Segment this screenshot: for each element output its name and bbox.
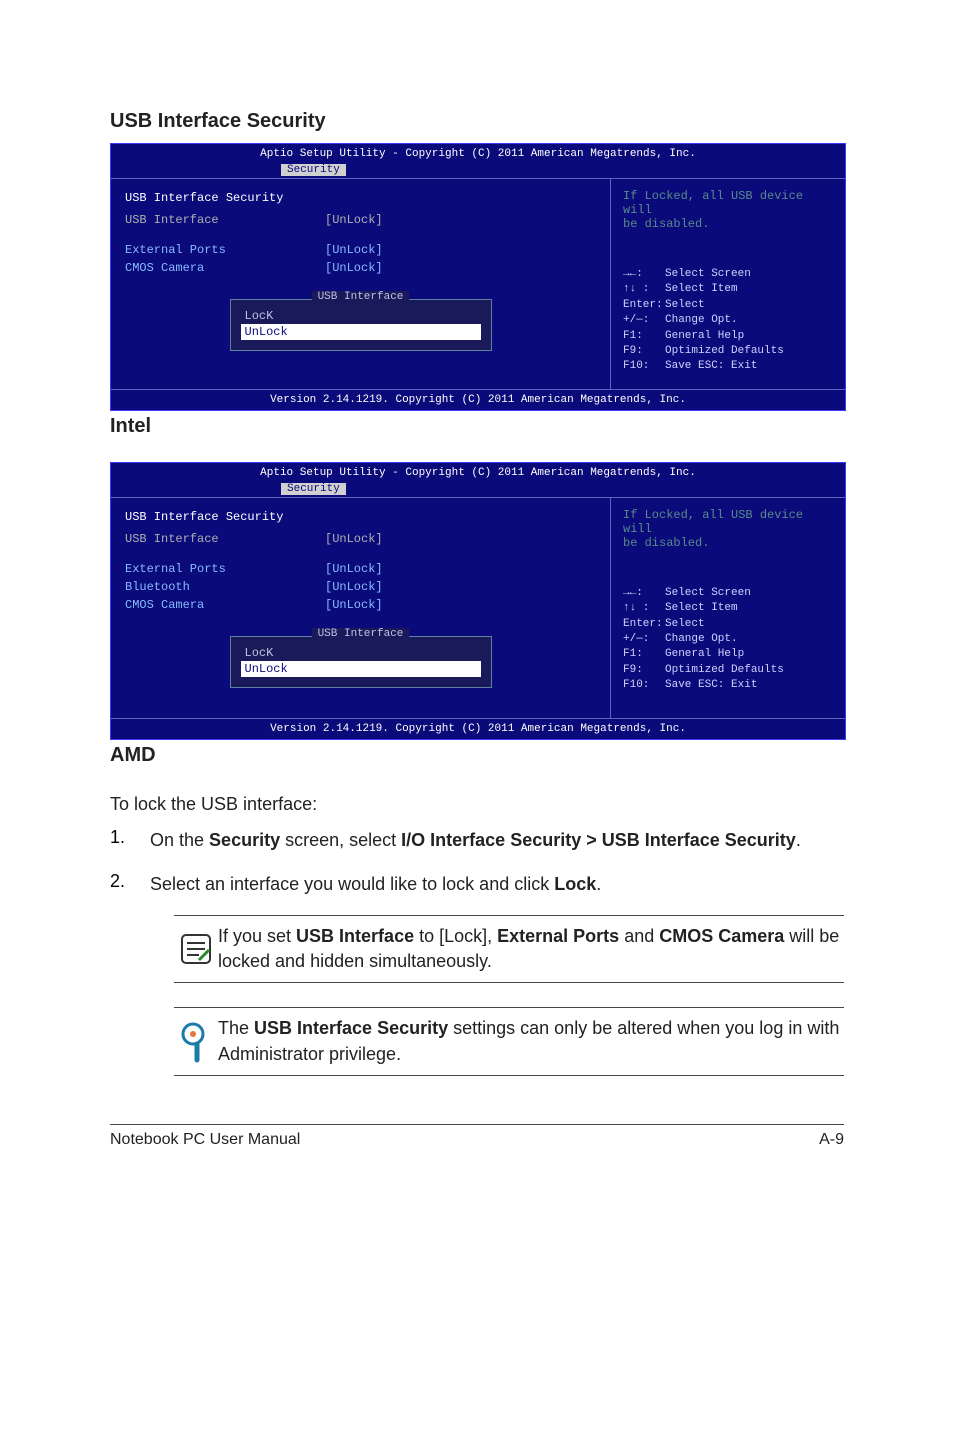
help-v4: Change Opt.	[665, 313, 738, 328]
row-usb-interface-value[interactable]: [UnLock]	[325, 213, 596, 227]
row-external-ports-label[interactable]: External Ports	[125, 562, 325, 576]
help-v6: Optimized Defaults	[665, 663, 784, 678]
help-k1: →←:	[623, 267, 665, 282]
popup-title: USB Interface	[312, 628, 410, 640]
row-external-ports-label[interactable]: External Ports	[125, 243, 325, 257]
step-1-number: 1.	[110, 827, 150, 853]
bios-right: If Locked, all USB device will be disabl…	[611, 498, 845, 718]
footer-left: Notebook PC User Manual	[110, 1131, 300, 1149]
bios-header: Aptio Setup Utility - Copyright (C) 2011…	[111, 463, 845, 481]
help-v7: Save ESC: Exit	[665, 678, 757, 693]
help-v6: Optimized Defaults	[665, 344, 784, 359]
help-v5: General Help	[665, 647, 744, 662]
bios-right: If Locked, all USB device will be disabl…	[611, 179, 845, 389]
bios-title: USB Interface Security	[125, 191, 325, 205]
row-external-ports-value[interactable]: [UnLock]	[325, 243, 596, 257]
help-v2: Select Item	[665, 601, 738, 616]
popup-item-unlock[interactable]: UnLock	[241, 661, 481, 677]
help-k1: →←:	[623, 586, 665, 601]
bios-footer: Version 2.14.1219. Copyright (C) 2011 Am…	[111, 718, 845, 739]
row-usb-interface-label[interactable]: USB Interface	[125, 532, 325, 546]
row-external-ports-value[interactable]: [UnLock]	[325, 562, 596, 576]
note-icon	[174, 924, 218, 974]
row-bluetooth-value[interactable]: [UnLock]	[325, 580, 596, 594]
note-2-text: The USB Interface Security settings can …	[218, 1016, 844, 1066]
note-2: The USB Interface Security settings can …	[174, 1007, 844, 1075]
help-v5: General Help	[665, 329, 744, 344]
help-v1: Select Screen	[665, 586, 751, 601]
help-k2: ↑↓ :	[623, 601, 665, 616]
help-k7: F10:	[623, 678, 665, 693]
usb-interface-popup: USB Interface LocK UnLock	[230, 299, 492, 351]
right-help-1: If Locked, all USB device will	[623, 189, 833, 217]
note-1: If you set USB Interface to [Lock], Exte…	[174, 915, 844, 983]
help-v7: Save ESC: Exit	[665, 359, 757, 374]
bios-left: USB Interface Security USB Interface [Un…	[111, 179, 611, 389]
bios-title: USB Interface Security	[125, 510, 325, 524]
help-v3: Select	[665, 298, 705, 313]
help-k3: Enter:	[623, 298, 665, 313]
footer-right: A-9	[819, 1131, 844, 1149]
popup-item-unlock[interactable]: UnLock	[241, 324, 481, 340]
right-help-2: be disabled.	[623, 217, 833, 231]
step-1: 1. On the Security screen, select I/O In…	[110, 827, 844, 853]
step-2-text: Select an interface you would like to lo…	[150, 871, 844, 897]
row-cmos-camera-value[interactable]: [UnLock]	[325, 261, 596, 275]
row-cmos-camera-label[interactable]: CMOS Camera	[125, 261, 325, 275]
help-k7: F10:	[623, 359, 665, 374]
bios-tabs: Security	[111, 481, 845, 497]
bios-intel: Aptio Setup Utility - Copyright (C) 2011…	[110, 143, 846, 411]
bios-amd: Aptio Setup Utility - Copyright (C) 2011…	[110, 462, 846, 740]
help-k3: Enter:	[623, 617, 665, 632]
step-2-number: 2.	[110, 871, 150, 897]
row-cmos-camera-value[interactable]: [UnLock]	[325, 598, 596, 612]
label-amd: AMD	[110, 744, 844, 767]
note-1-text: If you set USB Interface to [Lock], Exte…	[218, 924, 844, 974]
help-k5: F1:	[623, 329, 665, 344]
popup-item-lock[interactable]: LocK	[245, 645, 477, 661]
help-v2: Select Item	[665, 282, 738, 297]
tab-security[interactable]: Security	[281, 483, 346, 495]
bios-tabs: Security	[111, 162, 845, 178]
magnify-icon	[174, 1016, 218, 1066]
right-help-2: be disabled.	[623, 536, 833, 550]
bios-left: USB Interface Security USB Interface [Un…	[111, 498, 611, 718]
page-footer: Notebook PC User Manual A-9	[110, 1124, 844, 1149]
right-help-1: If Locked, all USB device will	[623, 508, 833, 536]
bios-header: Aptio Setup Utility - Copyright (C) 2011…	[111, 144, 845, 162]
section-title: USB Interface Security	[110, 110, 844, 133]
help-k2: ↑↓ :	[623, 282, 665, 297]
help-v1: Select Screen	[665, 267, 751, 282]
row-cmos-camera-label[interactable]: CMOS Camera	[125, 598, 325, 612]
label-intel: Intel	[110, 415, 844, 438]
help-k4: +/—:	[623, 632, 665, 647]
help-v4: Change Opt.	[665, 632, 738, 647]
help-k6: F9:	[623, 344, 665, 359]
usb-interface-popup: USB Interface LocK UnLock	[230, 636, 492, 688]
popup-item-lock[interactable]: LocK	[245, 308, 477, 324]
row-usb-interface-label[interactable]: USB Interface	[125, 213, 325, 227]
row-bluetooth-label[interactable]: Bluetooth	[125, 580, 325, 594]
help-v3: Select	[665, 617, 705, 632]
help-k5: F1:	[623, 647, 665, 662]
popup-title: USB Interface	[312, 291, 410, 303]
tab-security[interactable]: Security	[281, 164, 346, 176]
step-1-text: On the Security screen, select I/O Inter…	[150, 827, 844, 853]
help-k6: F9:	[623, 663, 665, 678]
lock-intro: To lock the USB interface:	[110, 791, 844, 817]
bios-footer: Version 2.14.1219. Copyright (C) 2011 Am…	[111, 389, 845, 410]
step-2: 2. Select an interface you would like to…	[110, 871, 844, 897]
row-usb-interface-value[interactable]: [UnLock]	[325, 532, 596, 546]
help-k4: +/—:	[623, 313, 665, 328]
